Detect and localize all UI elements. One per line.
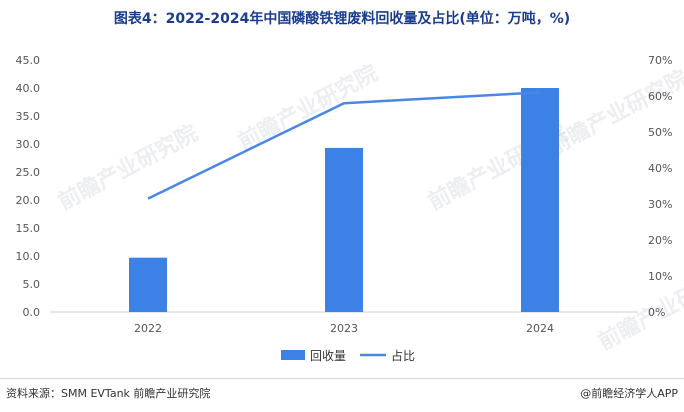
left-axis-tick-label: 10.0 bbox=[16, 250, 41, 263]
bar bbox=[325, 148, 363, 312]
left-axis-tick-label: 25.0 bbox=[16, 166, 41, 179]
right-axis-tick-label: 60% bbox=[648, 90, 672, 103]
x-axis-tick-label: 2023 bbox=[330, 322, 358, 335]
brand-label: @前瞻经济学人APP bbox=[580, 385, 678, 401]
legend-label: 占比 bbox=[391, 348, 415, 363]
left-axis-tick-label: 0.0 bbox=[23, 306, 41, 319]
right-axis-tick-label: 10% bbox=[648, 270, 672, 283]
left-axis-tick-label: 30.0 bbox=[16, 138, 41, 151]
bar bbox=[129, 258, 167, 312]
right-axis-tick-label: 70% bbox=[648, 54, 672, 67]
footer: 资料来源：SMM EVTank 前瞻产业研究院 @前瞻经济学人APP bbox=[0, 378, 684, 412]
legend-label: 回收量 bbox=[310, 349, 346, 363]
left-axis-tick-label: 40.0 bbox=[16, 82, 41, 95]
right-axis-tick-label: 0% bbox=[648, 306, 665, 319]
left-axis-tick-label: 35.0 bbox=[16, 110, 41, 123]
right-axis-tick-label: 30% bbox=[648, 198, 672, 211]
right-axis-tick-label: 50% bbox=[648, 126, 672, 139]
x-axis-tick-label: 2024 bbox=[526, 322, 554, 335]
left-axis-tick-label: 45.0 bbox=[16, 54, 41, 67]
left-axis-tick-label: 20.0 bbox=[16, 194, 41, 207]
left-axis-tick-label: 5.0 bbox=[23, 278, 41, 291]
x-axis-tick-label: 2022 bbox=[134, 322, 162, 335]
left-axis-tick-label: 15.0 bbox=[16, 222, 41, 235]
source-note: 资料来源：SMM EVTank 前瞻产业研究院 bbox=[6, 385, 210, 401]
right-axis-tick-label: 40% bbox=[648, 162, 672, 175]
legend-swatch-bar bbox=[281, 350, 305, 360]
bar bbox=[521, 88, 559, 312]
right-axis-tick-label: 20% bbox=[648, 234, 672, 247]
